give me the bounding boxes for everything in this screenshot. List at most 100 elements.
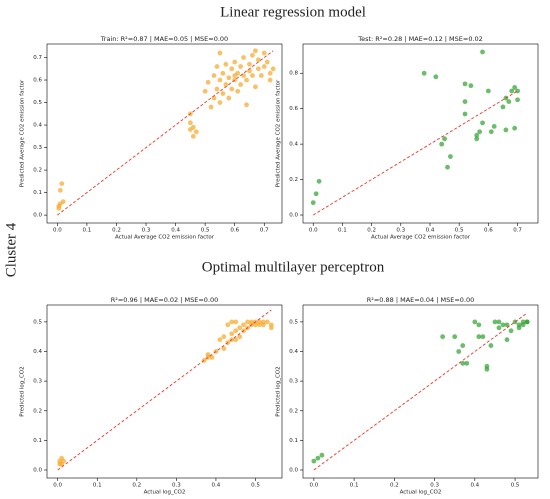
x-tick-label: 0.6 bbox=[484, 228, 493, 234]
y-tick-label: 0.0 bbox=[289, 468, 298, 474]
point bbox=[524, 319, 530, 325]
point bbox=[217, 50, 223, 56]
point bbox=[257, 322, 262, 328]
reference-line bbox=[313, 312, 528, 471]
point bbox=[480, 120, 485, 126]
point bbox=[440, 334, 446, 340]
point bbox=[245, 319, 250, 325]
y-tick-label: 0.2 bbox=[289, 408, 298, 414]
point bbox=[270, 66, 276, 72]
point bbox=[468, 83, 474, 89]
axes-frame bbox=[46, 43, 283, 224]
point bbox=[500, 322, 506, 328]
x-tick-label: 0.4 bbox=[212, 483, 221, 489]
x-tick-label: 0.0 bbox=[309, 228, 318, 234]
point bbox=[520, 322, 526, 328]
point bbox=[476, 322, 482, 328]
point bbox=[61, 458, 67, 464]
point bbox=[247, 61, 252, 67]
point bbox=[258, 73, 264, 78]
point bbox=[229, 86, 235, 92]
point bbox=[205, 79, 211, 85]
point bbox=[205, 352, 211, 357]
point bbox=[193, 129, 199, 135]
point bbox=[237, 334, 243, 340]
point bbox=[480, 334, 486, 340]
x-axis-label: Actual Average CO2 emission factor bbox=[115, 235, 215, 241]
point bbox=[515, 88, 520, 94]
point bbox=[229, 66, 235, 72]
axes-frame bbox=[302, 43, 539, 224]
x-tick-label: 0.4 bbox=[470, 483, 479, 489]
x-tick-label: 0.0 bbox=[53, 483, 62, 489]
point bbox=[221, 334, 227, 340]
x-tick-label: 0.7 bbox=[260, 228, 269, 234]
y-tick-label: 0.4 bbox=[289, 349, 298, 355]
point bbox=[472, 319, 478, 325]
x-tick-label: 0.3 bbox=[396, 228, 405, 234]
point bbox=[217, 77, 223, 83]
panel: Train: R²=0.87 | MAE=0.05 | MSE=0.00 Actu… bbox=[20, 35, 283, 241]
y-tick-label: 0.2 bbox=[33, 168, 42, 174]
point bbox=[229, 331, 235, 337]
x-tick-label: 0.5 bbox=[251, 483, 260, 489]
point bbox=[241, 322, 247, 328]
x-tick-label: 0.1 bbox=[83, 228, 92, 234]
x-tick-label: 0.5 bbox=[511, 483, 520, 489]
point bbox=[59, 181, 65, 186]
x-tick-label: 0.4 bbox=[426, 228, 435, 234]
point bbox=[226, 75, 232, 81]
point bbox=[60, 199, 66, 205]
point bbox=[233, 337, 239, 343]
x-axis-label: Actual log_CO2 bbox=[144, 490, 186, 496]
point bbox=[316, 178, 322, 184]
point bbox=[311, 458, 317, 464]
panel: R²=0.96 | MAE=0.02 | MSE=0.00 Actual log_… bbox=[20, 296, 283, 496]
y-tick-label: 0.6 bbox=[33, 78, 42, 84]
point bbox=[244, 102, 249, 108]
y-axis-label: Predicted Average CO2 emission factor bbox=[20, 79, 26, 187]
point bbox=[233, 319, 239, 325]
point bbox=[57, 187, 63, 193]
point bbox=[492, 319, 498, 325]
point bbox=[241, 55, 246, 60]
point bbox=[500, 104, 506, 110]
point bbox=[516, 325, 522, 331]
row-title: Optimal multilayer perceptron bbox=[202, 259, 385, 275]
point bbox=[462, 81, 468, 87]
reference-line bbox=[57, 50, 274, 216]
point bbox=[261, 64, 267, 69]
point bbox=[220, 70, 226, 76]
point bbox=[319, 452, 325, 458]
point bbox=[476, 334, 482, 340]
point bbox=[250, 73, 255, 78]
point bbox=[421, 70, 427, 76]
point bbox=[220, 91, 226, 96]
y-tick-label: 0.5 bbox=[33, 319, 42, 325]
point bbox=[445, 164, 450, 170]
point bbox=[496, 319, 502, 325]
reference-line bbox=[312, 90, 518, 216]
point bbox=[264, 319, 270, 325]
point bbox=[456, 349, 462, 354]
y-tick-label: 0.1 bbox=[289, 438, 298, 444]
x-tick-label: 0.2 bbox=[367, 228, 376, 234]
point bbox=[244, 77, 249, 83]
point bbox=[512, 125, 518, 131]
x-tick-label: 0.0 bbox=[53, 228, 62, 234]
point bbox=[241, 73, 246, 78]
point bbox=[460, 360, 466, 366]
point bbox=[313, 191, 319, 197]
point bbox=[208, 104, 214, 110]
point bbox=[268, 325, 274, 331]
panel: Test: R²=0.28 | MAE=0.12 | MSE=0.02 Actua… bbox=[276, 35, 539, 241]
point bbox=[187, 120, 193, 126]
point bbox=[255, 57, 261, 63]
point bbox=[491, 124, 497, 129]
point bbox=[506, 99, 512, 104]
x-tick-label: 0.4 bbox=[171, 228, 180, 234]
y-tick-label: 0.0 bbox=[289, 213, 298, 219]
point bbox=[225, 322, 231, 328]
y-axis-label: Predicted log_CO2 bbox=[276, 366, 282, 416]
